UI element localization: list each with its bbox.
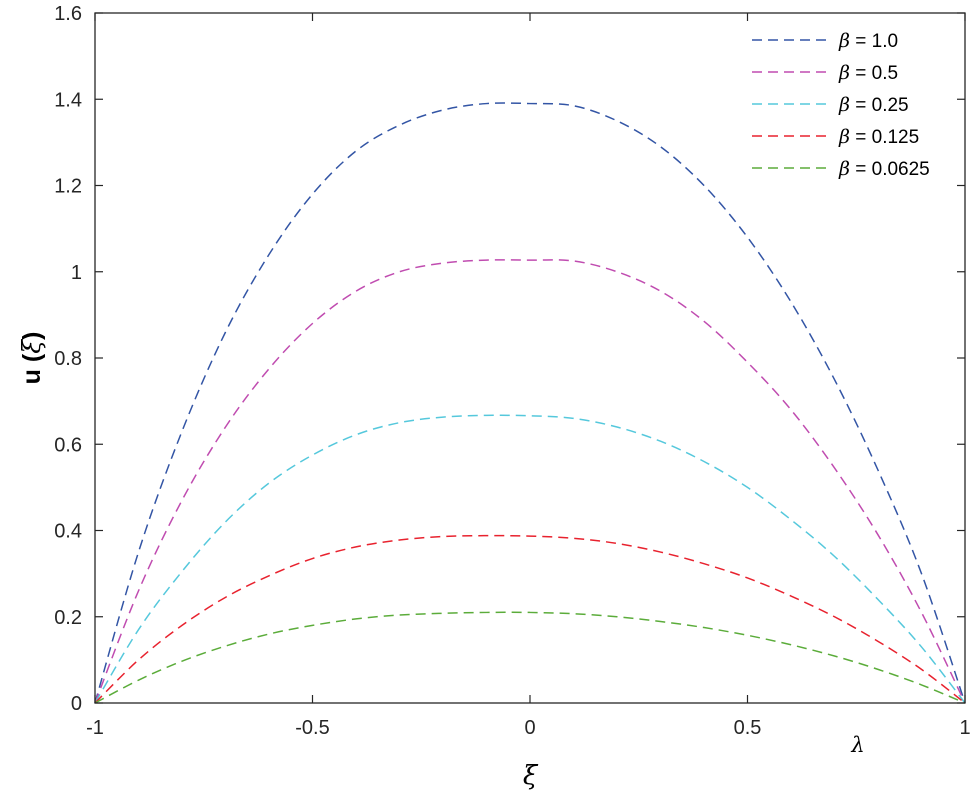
x-tick-label: -1 — [86, 717, 104, 739]
x-tick-label: 0 — [524, 717, 535, 739]
legend-label-2: β = 0.5 — [838, 62, 898, 84]
x-axis: -1 -0.5 0 0.5 1 — [86, 13, 971, 739]
legend-value: = 0.125 — [850, 127, 919, 148]
x-tick-label: 1 — [959, 717, 970, 739]
legend-value: = 0.5 — [850, 63, 898, 84]
y-tick-label: 0.8 — [54, 348, 82, 370]
lambda-annotation: λ — [850, 733, 864, 757]
series-line-4 — [94, 534, 966, 704]
x-axis-label: ξ — [523, 761, 539, 791]
legend-symbol: β — [838, 126, 850, 148]
legend-label-5: β = 0.0625 — [838, 158, 930, 180]
plot-area — [95, 13, 965, 703]
y-tick-label: 0.4 — [54, 521, 82, 543]
legend-label-4: β = 0.125 — [838, 126, 919, 148]
series-line-1 — [94, 102, 966, 704]
legend-label-1: β = 1.0 — [838, 30, 898, 52]
y-axis: 0 0.2 0.4 0.6 0.8 1 1.2 1.4 1.6 — [54, 3, 965, 715]
y-axis-label-symbol: ξ — [17, 339, 46, 354]
legend-value: = 1.0 — [850, 31, 898, 52]
y-tick-label: 1.4 — [54, 89, 82, 111]
series-line-2 — [94, 259, 966, 704]
x-tick-label: 0.5 — [734, 717, 762, 739]
y-tick-label: 1.6 — [54, 3, 82, 25]
y-tick-label: 0 — [71, 693, 82, 715]
y-tick-label: 1 — [71, 262, 82, 284]
y-axis-label: u (ξ) — [17, 332, 46, 385]
legend-label-3: β = 0.25 — [838, 94, 909, 116]
y-tick-label: 0.2 — [54, 607, 82, 629]
y-axis-label-suffix: ) — [18, 332, 46, 340]
y-tick-label: 0.6 — [54, 434, 82, 456]
legend-symbol: β — [838, 62, 850, 84]
x-tick-label: -0.5 — [295, 717, 329, 739]
series-line-5 — [94, 611, 966, 704]
legend-value: = 0.0625 — [850, 159, 930, 180]
legend-value: = 0.25 — [850, 95, 909, 116]
legend-symbol: β — [838, 158, 850, 180]
y-tick-label: 1.2 — [54, 176, 82, 198]
legend-symbol: β — [838, 94, 850, 116]
legend-symbol: β — [838, 30, 850, 52]
y-axis-label-prefix: u ( — [18, 353, 46, 384]
series-lines — [94, 102, 966, 704]
